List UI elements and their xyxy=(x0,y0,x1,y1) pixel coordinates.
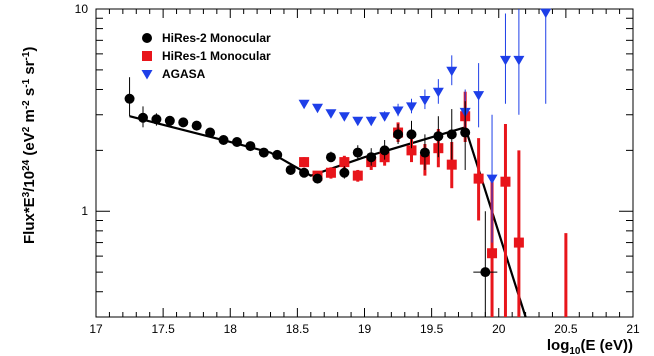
x-tick-label: 21 xyxy=(626,322,640,336)
data-point xyxy=(446,129,457,140)
data-point xyxy=(137,112,148,123)
data-point xyxy=(218,135,229,146)
data-point xyxy=(379,112,391,122)
legend-label: HiRes-2 Monocular xyxy=(162,31,271,45)
data-point xyxy=(513,237,524,248)
series-agasa xyxy=(298,8,552,243)
data-point xyxy=(191,120,202,131)
data-point xyxy=(178,117,189,128)
data-point xyxy=(312,103,324,114)
data-point xyxy=(487,248,498,259)
data-point xyxy=(419,95,431,106)
data-point xyxy=(258,147,269,158)
data-point xyxy=(365,116,377,127)
data-point xyxy=(500,176,511,187)
data-point xyxy=(366,152,377,163)
data-point xyxy=(124,93,135,104)
legend: HiRes-2 Monocular HiRes-1 Monocular AGASA xyxy=(141,31,271,81)
y-tick-label: 10 xyxy=(75,2,89,16)
data-point xyxy=(299,167,310,178)
x-axis-title: log10(E (eV)) xyxy=(547,337,633,356)
x-tick-label: 18 xyxy=(224,322,238,336)
y-axis-title: Flux*E3/1024 (eV2 m-2 s-1 sr-1) xyxy=(21,47,38,244)
legend-label: HiRes-1 Monocular xyxy=(162,49,271,63)
data-point xyxy=(245,141,256,152)
data-point xyxy=(339,157,350,168)
data-point xyxy=(419,147,430,158)
data-point xyxy=(312,173,323,184)
series-hires-2-monocular xyxy=(124,77,498,317)
data-point xyxy=(352,147,363,158)
data-point xyxy=(164,115,175,126)
plot-area xyxy=(95,8,634,318)
legend-marker xyxy=(142,33,152,43)
legend-marker xyxy=(142,51,152,61)
y-tick-label: 1 xyxy=(81,204,88,218)
data-point xyxy=(285,164,296,175)
data-point xyxy=(339,167,350,178)
data-point xyxy=(325,167,336,178)
data-point xyxy=(406,129,417,140)
legend-marker xyxy=(141,70,153,80)
x-tick-label: 19.5 xyxy=(420,322,444,336)
series-group xyxy=(124,8,568,317)
data-point xyxy=(205,127,216,138)
data-point xyxy=(513,55,525,66)
data-point xyxy=(325,109,337,119)
x-tick-label: 17 xyxy=(89,322,103,336)
data-point xyxy=(460,127,471,138)
data-point xyxy=(298,99,310,110)
data-point xyxy=(352,170,363,181)
data-point xyxy=(473,91,485,101)
data-point xyxy=(325,152,336,163)
x-tick-label: 17.5 xyxy=(151,322,175,336)
data-point xyxy=(540,8,552,19)
data-point xyxy=(446,159,457,170)
x-tick-label: 18.5 xyxy=(286,322,310,336)
data-point xyxy=(499,55,511,66)
data-point xyxy=(231,136,242,147)
data-point xyxy=(405,102,417,112)
data-point xyxy=(393,129,404,140)
x-tick-label: 19 xyxy=(358,322,372,336)
x-tick-label: 20.5 xyxy=(554,322,578,336)
data-point xyxy=(446,66,458,77)
data-point xyxy=(486,174,498,185)
legend-label: AGASA xyxy=(162,67,206,81)
data-point xyxy=(480,267,491,278)
data-point xyxy=(392,106,404,116)
data-point xyxy=(433,131,444,142)
data-point xyxy=(406,145,417,156)
data-point xyxy=(151,114,162,125)
data-point xyxy=(338,112,350,122)
data-point xyxy=(352,116,364,127)
data-point xyxy=(299,157,310,168)
x-tick-label: 20 xyxy=(492,322,506,336)
data-point xyxy=(379,145,390,156)
data-point xyxy=(432,87,444,98)
ticks: 17 17.5 18 18.5 19 19.5 20 20.5 21 1 10 xyxy=(75,2,640,336)
data-point xyxy=(272,149,283,160)
data-point xyxy=(473,173,484,184)
